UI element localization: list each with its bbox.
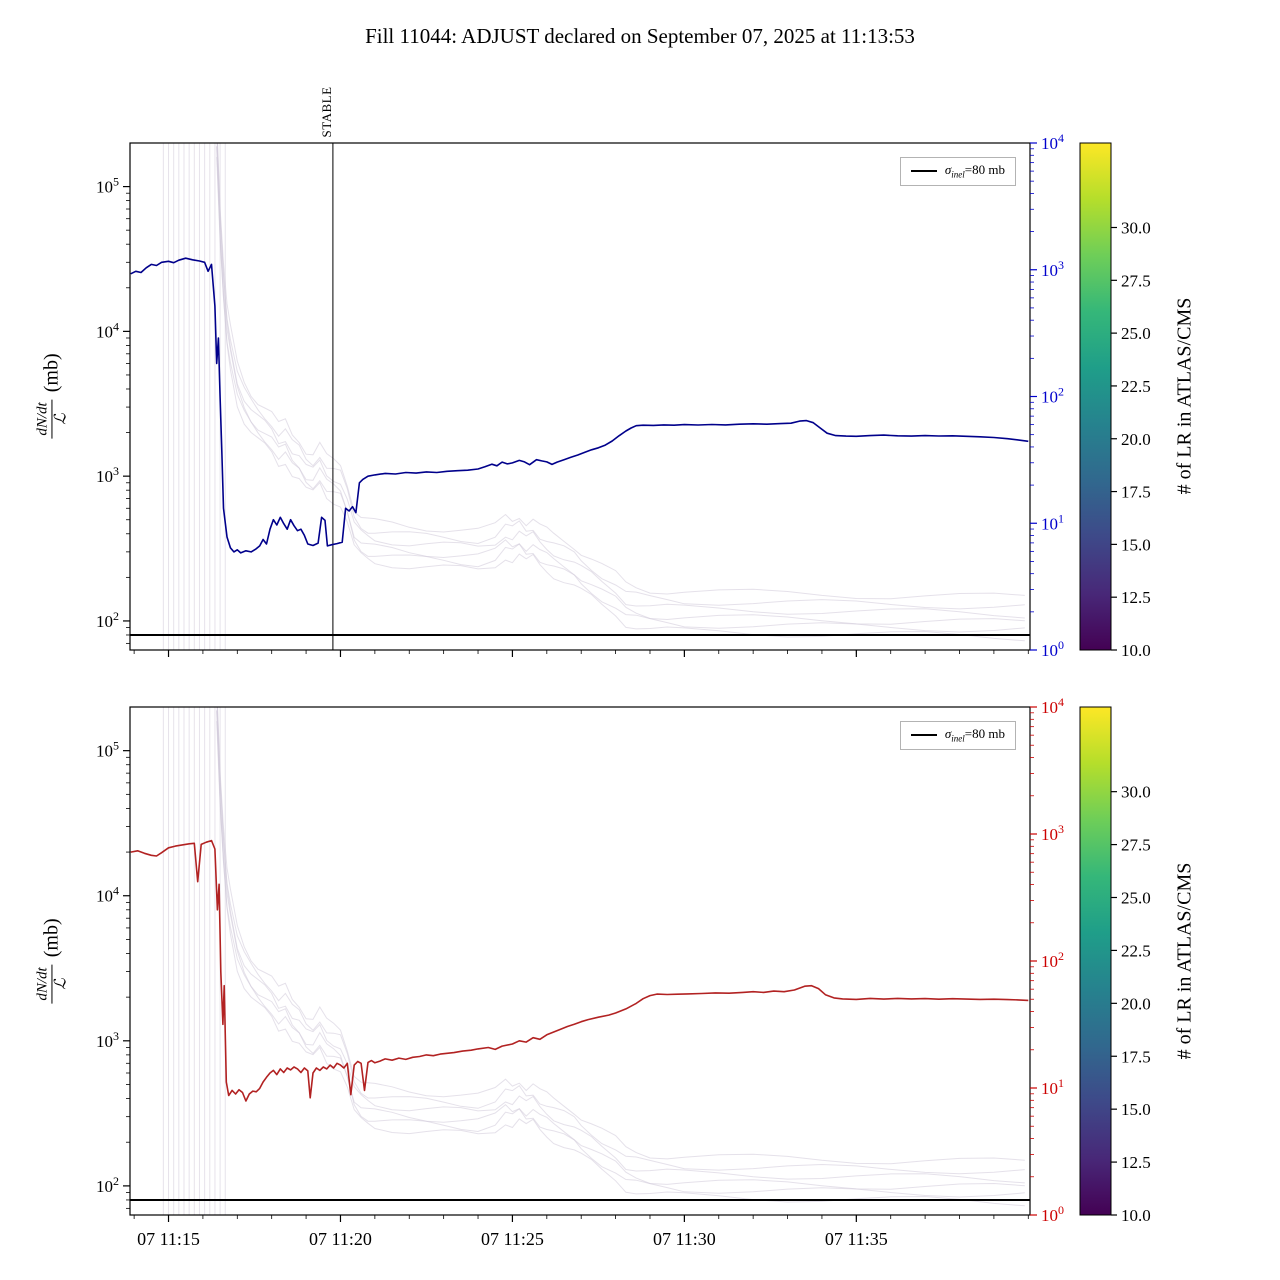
legend-label: σinel=80 mb <box>944 162 1005 180</box>
x-tick-label: 07 11:20 <box>309 1229 372 1249</box>
y-axis-numerator: dN/dt <box>34 964 52 1004</box>
background-series <box>217 707 1025 1165</box>
colorbar-tick-label: 10.0 <box>1121 1206 1151 1225</box>
twin-tick-label: 101 <box>1041 511 1064 533</box>
legend-line-sample <box>910 733 937 736</box>
bottom-panel-main-series <box>130 839 1029 1102</box>
x-tick-label: 07 11:35 <box>825 1229 888 1249</box>
colorbar-0 <box>1079 142 1112 651</box>
bottom-panel-frame <box>129 706 1031 1216</box>
y-axis-label-top: dN/dt ℒ (mb) <box>34 353 69 439</box>
background-series <box>216 146 1025 633</box>
bottom-panel-plot-area <box>130 707 1030 1215</box>
y-axis-units: (mb) <box>40 353 63 393</box>
y-tick-label: 105 <box>96 175 119 197</box>
background-series <box>216 710 1025 1198</box>
y-axis-numerator: dN/dt <box>34 399 52 439</box>
y-tick-label: 102 <box>96 609 119 631</box>
y-tick-label: 103 <box>96 1029 119 1051</box>
y-tick-label: 102 <box>96 1174 119 1196</box>
twin-tick-label: 104 <box>1041 695 1064 717</box>
stable-beam-label: STABLE <box>319 86 334 138</box>
chart-title: Fill 11044: ADJUST declared on September… <box>365 24 915 48</box>
legend-top: σinel=80 mb <box>899 157 1016 186</box>
top-panel-main-series <box>130 257 1029 554</box>
colorbar-tick-label: 22.5 <box>1121 941 1151 960</box>
background-series <box>216 721 1025 1207</box>
twin-tick-label: 104 <box>1041 131 1064 153</box>
y-tick-label: 104 <box>96 319 119 341</box>
top-panel-frame <box>129 142 1031 651</box>
colorbar-tick-label: 25.0 <box>1121 324 1151 343</box>
twin-tick-label: 102 <box>1041 385 1064 407</box>
y-axis-fraction: dN/dt ℒ <box>34 399 69 439</box>
colorbar-tick-label: 15.0 <box>1121 1100 1151 1119</box>
y-axis-fraction: dN/dt ℒ <box>34 964 69 1004</box>
legend-bottom: σinel=80 mb <box>899 721 1016 750</box>
colorbar-label-bottom: # of LR in ATLAS/CMS <box>1173 862 1196 1060</box>
x-tick-label: 07 11:15 <box>137 1229 200 1249</box>
twin-tick-label: 100 <box>1041 1203 1064 1225</box>
twin-tick-label: 103 <box>1041 822 1064 844</box>
y-tick-label: 105 <box>96 739 119 761</box>
twin-tick-label: 101 <box>1041 1076 1064 1098</box>
colorbar-tick-label: 20.0 <box>1121 430 1151 449</box>
y-axis-denominator: ℒ <box>51 413 69 425</box>
colorbar-tick-label: 27.5 <box>1121 271 1151 290</box>
colorbar-tick-label: 30.0 <box>1121 219 1151 238</box>
colorbar-1 <box>1079 706 1112 1216</box>
colorbar-label-top: # of LR in ATLAS/CMS <box>1173 297 1196 495</box>
background-series <box>216 707 1025 1184</box>
background-series <box>216 143 1025 610</box>
twin-tick-label: 103 <box>1041 258 1064 280</box>
legend-label: σinel=80 mb <box>944 726 1005 744</box>
y-tick-label: 104 <box>96 884 119 906</box>
colorbar-tick-label: 12.5 <box>1121 588 1151 607</box>
y-tick-label: 103 <box>96 464 119 486</box>
x-tick-label: 07 11:30 <box>653 1229 716 1249</box>
twin-tick-label: 100 <box>1041 638 1064 660</box>
colorbar-tick-label: 30.0 <box>1121 783 1151 802</box>
twin-tick-label: 102 <box>1041 949 1064 971</box>
background-series <box>216 143 1025 619</box>
colorbar-tick-label: 12.5 <box>1121 1153 1151 1172</box>
background-series <box>216 156 1025 642</box>
colorbar-tick-label: 15.0 <box>1121 535 1151 554</box>
colorbar-tick-label: 22.5 <box>1121 377 1151 396</box>
y-axis-label-bottom: dN/dt ℒ (mb) <box>34 918 69 1004</box>
colorbar-tick-label: 25.0 <box>1121 889 1151 908</box>
background-series <box>216 146 1025 625</box>
background-series <box>216 710 1025 1190</box>
y-axis-denominator: ℒ <box>51 978 69 990</box>
background-series <box>216 707 1025 1175</box>
y-axis-units: (mb) <box>40 918 63 958</box>
colorbar-tick-label: 10.0 <box>1121 641 1151 660</box>
x-tick-label: 07 11:25 <box>481 1229 544 1249</box>
colorbar-tick-label: 20.0 <box>1121 994 1151 1013</box>
background-series <box>217 143 1025 600</box>
colorbar-tick-label: 27.5 <box>1121 836 1151 855</box>
colorbar-tick-label: 17.5 <box>1121 483 1151 502</box>
top-panel-plot-area <box>130 143 1030 650</box>
legend-line-sample <box>910 169 937 172</box>
colorbar-tick-label: 17.5 <box>1121 1047 1151 1066</box>
